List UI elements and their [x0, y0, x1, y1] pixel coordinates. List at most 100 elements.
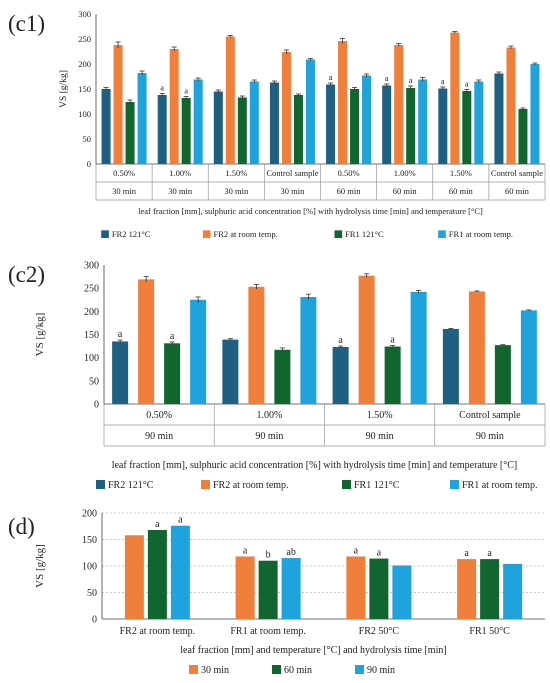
significance-label: a — [184, 86, 188, 96]
bar-c2-s3-c2 — [410, 291, 427, 404]
x-category-label-row2: 30 min — [281, 186, 306, 196]
legend-label: 60 min — [284, 665, 312, 676]
bar-d-s2-c1 — [281, 558, 301, 619]
legend-swatch — [438, 230, 446, 238]
bar-c1-s2-c2 — [237, 97, 247, 164]
bar-c1-s3-c6 — [474, 81, 484, 164]
bar-c1-s3-c3 — [305, 59, 315, 164]
significance-label: b — [266, 550, 271, 561]
x-category-label: FR1 at room temp. — [230, 626, 306, 637]
y-tick-label: 150 — [84, 330, 99, 341]
significance-label: a — [155, 519, 160, 530]
legend-swatch — [189, 665, 198, 674]
chart-panel-c2: (c2) 0 50 100 150 200 250 300 VS [g/kg] 0.50% 90 m… — [0, 250, 550, 498]
legend-swatch — [355, 665, 364, 674]
legend-label: FR1 121°C — [345, 229, 384, 239]
bar-d-s1-c3 — [480, 559, 500, 619]
bar-c2-s1-c1 — [248, 286, 265, 404]
y-tick-label: 0 — [92, 615, 97, 626]
significance-label: a — [385, 73, 389, 83]
legend-swatch — [201, 480, 210, 489]
legend-label: FR2 at room temp. — [213, 480, 289, 491]
panel-label-d: (d) — [8, 514, 35, 539]
bar-c1-s1-c1 — [169, 49, 179, 164]
bar-c1-s2-c5 — [406, 88, 416, 164]
x-category-label: FR1 50°C — [469, 626, 510, 637]
x-category-label: 1.50% — [225, 168, 247, 178]
legend-swatch — [272, 665, 281, 674]
chart-panel-d: (d) 0 50 100 150 200 VS [g/kg] FR2 at room temp… — [0, 498, 550, 683]
bar-c1-s0-c1 — [157, 95, 167, 164]
bar-c1-s3-c5 — [418, 79, 428, 164]
significance-label: a — [338, 335, 343, 346]
bar-d-s1-c1 — [258, 560, 278, 619]
bar-c1-s2-c7 — [518, 109, 528, 164]
bar-c2-s1-c0 — [138, 279, 155, 404]
y-tick-label: 50 — [89, 376, 99, 387]
x-category-label: Control sample — [491, 168, 543, 178]
significance-label: a — [465, 79, 469, 89]
bar-c2-s1-c2 — [358, 275, 375, 404]
y-tick-label: 250 — [84, 284, 99, 295]
bar-c2-s2-c1 — [274, 349, 291, 404]
bar-c1-s1-c4 — [338, 41, 348, 164]
bar-c1-s0-c6 — [438, 88, 448, 164]
legend: FR2 121°C FR2 at room temp. FR1 121°C FR1 a… — [96, 480, 538, 491]
significance-label: ab — [286, 547, 295, 558]
x-category-label: 1.00% — [256, 410, 282, 421]
y-tick-label: 100 — [84, 353, 99, 364]
y-tick-label: 50 — [83, 134, 92, 144]
y-tick-label: 300 — [78, 9, 91, 19]
significance-label: a — [160, 83, 164, 93]
legend: 30 min 60 min 90 min — [189, 665, 395, 676]
bar-d-s0-c3 — [457, 559, 477, 619]
bar-c2-s3-c0 — [190, 299, 207, 404]
significance-label: a — [329, 72, 333, 82]
x-axis-label: leaf fraction [mm], sulphuric acid conce… — [112, 460, 518, 471]
y-tick-label: 250 — [78, 34, 91, 44]
y-tick-label: 300 — [84, 261, 99, 272]
x-category-label-row2: 90 min — [145, 431, 173, 442]
bar-d-s0-c1 — [235, 556, 255, 619]
x-category-label: 1.50% — [367, 410, 393, 421]
legend-label: 30 min — [201, 665, 229, 676]
x-category-label-row2: 60 min — [449, 186, 474, 196]
bar-c2-s0-c1 — [222, 339, 239, 404]
x-category-label: 0.50% — [338, 168, 360, 178]
legend-label: FR2 at room temp. — [214, 229, 278, 239]
legend-label: 90 min — [367, 665, 395, 676]
bar-d-s0-c2 — [346, 556, 366, 619]
significance-label: a — [170, 331, 175, 342]
x-category-label: 0.50% — [113, 168, 135, 178]
y-tick-label: 200 — [78, 59, 91, 69]
significance-label: a — [243, 545, 248, 556]
significance-label: a — [377, 548, 382, 559]
x-category-label-row2: 60 min — [393, 186, 418, 196]
bar-c1-s2-c0 — [125, 102, 135, 164]
legend-swatch — [96, 480, 105, 489]
bar-c1-s0-c2 — [213, 91, 223, 164]
x-category-label-row2: 30 min — [168, 186, 193, 196]
bar-c1-s1-c6 — [450, 32, 460, 164]
x-category-label-row2: 60 min — [505, 186, 530, 196]
bar-d-s2-c3 — [503, 563, 523, 619]
bar-c1-s3-c1 — [193, 79, 203, 164]
chart-c1-svg: (c1) 0 50 100 150 200 250 300 VS [g/kg] 0.50% 30 m… — [8, 9, 546, 239]
bar-c1-s0-c7 — [494, 73, 504, 164]
bar-d-s0-c0 — [124, 535, 144, 619]
bar-c1-s3-c7 — [530, 64, 540, 164]
legend-swatch — [101, 230, 109, 238]
y-axis-label: VS [g/kg] — [34, 313, 46, 357]
legend-label: FR2 121°C — [112, 229, 151, 239]
significance-label: a — [390, 335, 395, 346]
bar-c2-s0-c2 — [332, 347, 349, 404]
significance-label: a — [354, 545, 359, 556]
bar-c1-s0-c5 — [382, 85, 392, 164]
y-axis-label: VS [g/kg] — [59, 70, 69, 108]
bar-d-s1-c2 — [369, 558, 389, 619]
chart-c2-svg: (c2) 0 50 100 150 200 250 300 VS [g/kg] 0.50% 90 m… — [8, 261, 546, 491]
legend-label: FR1 121°C — [354, 480, 400, 491]
bar-c1-s0-c0 — [101, 89, 111, 164]
bar-c2-s2-c2 — [384, 346, 401, 404]
x-category-label-row2: 30 min — [224, 186, 249, 196]
